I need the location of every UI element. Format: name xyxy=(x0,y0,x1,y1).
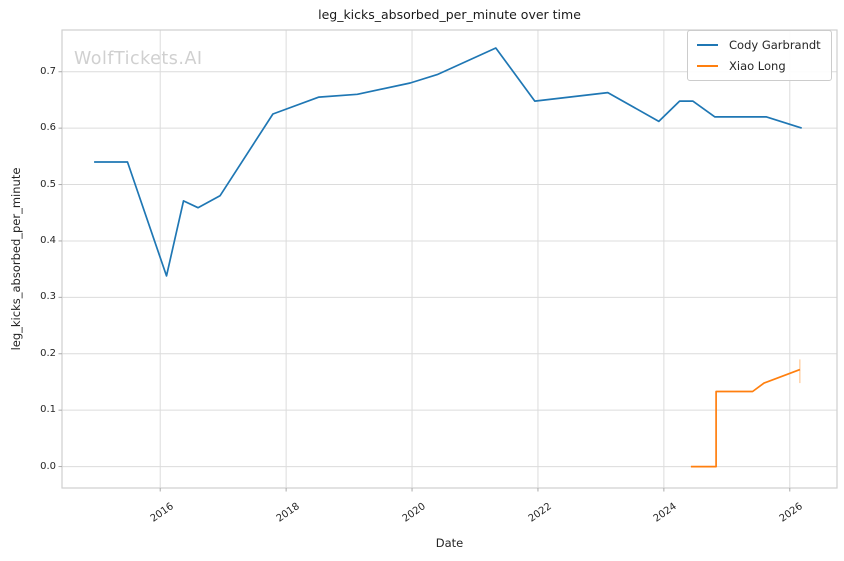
y-axis-label: leg_kicks_absorbed_per_minute xyxy=(9,167,23,351)
x-axis-label: Date xyxy=(435,536,464,550)
legend-item-xiao-long: Xiao Long xyxy=(697,57,822,75)
chart-title: leg_kicks_absorbed_per_minute over time xyxy=(318,7,581,22)
series-line-xiao-long xyxy=(690,368,801,468)
y-tick-label: 0.7 xyxy=(40,65,56,77)
legend-label: Cody Garbrandt xyxy=(729,38,821,52)
y-tick-label: 0.4 xyxy=(40,234,56,246)
series-line-cody-garbrandt xyxy=(94,47,802,277)
y-tick-label: 0.0 xyxy=(40,460,56,472)
legend: Cody Garbrandt Xiao Long xyxy=(687,30,832,81)
legend-swatch-blue-line xyxy=(697,44,718,46)
legend-swatch-orange-line xyxy=(697,65,718,67)
y-tick-label: 0.2 xyxy=(40,347,56,359)
legend-label: Xiao Long xyxy=(729,59,786,73)
watermark: WolfTickets.AI xyxy=(74,49,203,69)
y-tick-label: 0.1 xyxy=(40,404,56,416)
y-tick-label: 0.5 xyxy=(40,178,56,190)
legend-item-cody-garbrandt: Cody Garbrandt xyxy=(697,36,822,54)
plot-border xyxy=(61,29,838,489)
y-tick-label: 0.6 xyxy=(40,122,56,134)
y-tick-label: 0.3 xyxy=(40,291,56,303)
